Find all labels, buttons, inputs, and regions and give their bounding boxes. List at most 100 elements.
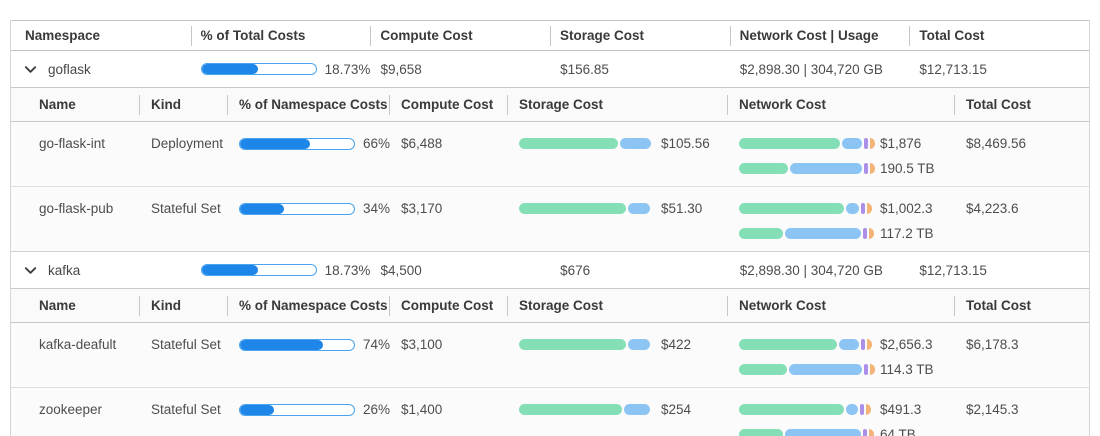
storage-cost-value: $105.56 bbox=[661, 136, 710, 151]
workload-kind: Stateful Set bbox=[151, 402, 221, 417]
workload-pct-cell: 74% bbox=[227, 336, 391, 353]
workload-name: kafka-deafult bbox=[39, 337, 117, 352]
namespace-pct-cell: 18.73% bbox=[191, 61, 371, 77]
workload-table: Name Kind % of Namespace Costs Compute C… bbox=[11, 87, 1089, 252]
pct-namespace-costs-value: 34% bbox=[363, 201, 391, 216]
workload-name: zookeeper bbox=[39, 402, 103, 417]
workload-compute-cost: $3,170 bbox=[401, 201, 443, 216]
namespace-storage-cost: $156.85 bbox=[560, 61, 609, 77]
namespace-total-cost: $12,713.15 bbox=[919, 61, 987, 77]
header-namespace: Namespace bbox=[25, 28, 101, 43]
namespace-row[interactable]: goflask 18.73% $9,658 $156.85 $2,898.30 … bbox=[11, 51, 1089, 87]
workload-storage-cell: $254 bbox=[507, 401, 727, 418]
network-cost-value: $1,876 bbox=[880, 136, 922, 151]
network-cost-value: $2,656.3 bbox=[880, 337, 933, 352]
workload-compute-cost: $6,488 bbox=[401, 136, 443, 151]
storage-cost-bar bbox=[519, 404, 653, 415]
namespace-compute-cost: $4,500 bbox=[380, 262, 422, 278]
pct-namespace-costs-value: 74% bbox=[363, 337, 391, 352]
network-usage-bar bbox=[739, 364, 876, 375]
pct-total-costs-value: 18.73% bbox=[324, 61, 371, 77]
workload-rows: go-flask-int Deployment 66% $6,488 $105.… bbox=[11, 122, 1089, 251]
header-total-cost: Total Cost bbox=[954, 88, 1091, 121]
namespace-name: kafka bbox=[48, 262, 81, 278]
network-cost-bar bbox=[739, 339, 873, 350]
workload-network-cell: $1,002.3 117.2 TB bbox=[727, 200, 954, 242]
header-pct-namespace-costs: % of Namespace Costs bbox=[227, 289, 389, 322]
network-usage-bar bbox=[739, 228, 874, 239]
namespace-storage-cost: $676 bbox=[560, 262, 591, 278]
header-total-cost: Total Cost bbox=[909, 21, 1089, 50]
workload-rows: kafka-deafult Stateful Set 74% $3,100 $4… bbox=[11, 323, 1089, 436]
pct-namespace-costs-bar bbox=[239, 403, 355, 416]
workload-kind: Stateful Set bbox=[151, 337, 221, 352]
workload-name: go-flask-int bbox=[39, 136, 106, 151]
workload-row[interactable]: kafka-deafult Stateful Set 74% $3,100 $4… bbox=[11, 323, 1089, 387]
header-storage-cost: Storage Cost bbox=[507, 289, 727, 322]
workload-network-cell: $2,656.3 114.3 TB bbox=[727, 336, 954, 378]
network-cost-value: $491.3 bbox=[880, 402, 922, 417]
workload-total-cost: $8,469.56 bbox=[966, 136, 1027, 151]
storage-cost-value: $254 bbox=[661, 402, 692, 417]
workload-network-cell: $491.3 64 TB bbox=[727, 401, 954, 436]
namespace-name-cell: goflask bbox=[11, 62, 191, 77]
workload-total-cost: $2,145.3 bbox=[966, 402, 1019, 417]
workload-total-cost: $4,223.6 bbox=[966, 201, 1019, 216]
network-cost-value: $1,002.3 bbox=[880, 201, 933, 216]
workload-network-cell: $1,876 190.5 TB bbox=[727, 135, 954, 177]
chevron-down-icon[interactable] bbox=[23, 62, 38, 77]
pct-namespace-costs-value: 66% bbox=[363, 136, 391, 151]
storage-cost-bar bbox=[519, 138, 653, 149]
header-network-cost: Network Cost bbox=[727, 289, 954, 322]
pct-total-costs-value: 18.73% bbox=[324, 262, 371, 278]
network-usage-value: 114.3 TB bbox=[880, 362, 934, 377]
workload-row[interactable]: go-flask-pub Stateful Set 34% $3,170 $51… bbox=[11, 186, 1089, 251]
header-storage-cost: Storage Cost bbox=[550, 21, 730, 50]
workload-kind: Deployment bbox=[151, 136, 224, 151]
storage-cost-bar bbox=[519, 203, 653, 214]
network-usage-bar bbox=[739, 163, 876, 174]
storage-cost-bar bbox=[519, 339, 653, 350]
network-usage-value: 117.2 TB bbox=[880, 226, 934, 241]
workload-row[interactable]: zookeeper Stateful Set 26% $1,400 $254 $… bbox=[11, 387, 1089, 436]
pct-namespace-costs-bar bbox=[239, 137, 355, 150]
workload-pct-cell: 26% bbox=[227, 401, 391, 418]
header-name: Name bbox=[39, 97, 76, 112]
header-total-cost: Total Cost bbox=[954, 289, 1091, 322]
namespace-compute-cost: $9,658 bbox=[380, 61, 422, 77]
workload-compute-cost: $1,400 bbox=[401, 402, 443, 417]
network-cost-bar bbox=[739, 138, 876, 149]
namespace-network-cost-usage: $2,898.30 | 304,720 GB bbox=[739, 61, 883, 77]
network-usage-value: 64 TB bbox=[880, 427, 916, 436]
header-pct-namespace-costs: % of Namespace Costs bbox=[227, 88, 389, 121]
workload-pct-cell: 34% bbox=[227, 200, 391, 217]
namespace-network-cost-usage: $2,898.30 | 304,720 GB bbox=[739, 262, 883, 278]
pct-namespace-costs-bar bbox=[239, 202, 355, 215]
header-compute-cost: Compute Cost bbox=[389, 88, 507, 121]
workload-compute-cost: $3,100 bbox=[401, 337, 443, 352]
header-storage-cost: Storage Cost bbox=[507, 88, 727, 121]
namespace-total-cost: $12,713.15 bbox=[919, 262, 987, 278]
network-cost-bar bbox=[739, 404, 872, 415]
workload-table-header: Name Kind % of Namespace Costs Compute C… bbox=[11, 88, 1089, 122]
header-pct-total-costs: % of Total Costs bbox=[191, 21, 371, 50]
chevron-down-icon[interactable] bbox=[23, 263, 38, 278]
workload-storage-cell: $51.30 bbox=[507, 200, 727, 217]
header-network-cost-usage: Network Cost | Usage bbox=[730, 21, 910, 50]
network-usage-bar bbox=[739, 429, 874, 436]
table-body: goflask 18.73% $9,658 $156.85 $2,898.30 … bbox=[11, 51, 1089, 436]
workload-table: Name Kind % of Namespace Costs Compute C… bbox=[11, 288, 1089, 436]
pct-namespace-costs-value: 26% bbox=[363, 402, 391, 417]
namespace-name-cell: kafka bbox=[11, 263, 191, 278]
header-compute-cost: Compute Cost bbox=[370, 21, 550, 50]
pct-total-costs-bar bbox=[200, 264, 317, 276]
header-kind: Kind bbox=[139, 88, 227, 121]
workload-storage-cell: $105.56 bbox=[507, 135, 727, 152]
namespace-name: goflask bbox=[48, 61, 91, 77]
namespace-row[interactable]: kafka 18.73% $4,500 $676 $2,898.30 | 304… bbox=[11, 252, 1089, 288]
workload-total-cost: $6,178.3 bbox=[966, 337, 1019, 352]
namespace-table-header: Namespace % of Total Costs Compute Cost … bbox=[11, 20, 1089, 51]
workload-row[interactable]: go-flask-int Deployment 66% $6,488 $105.… bbox=[11, 122, 1089, 186]
pct-namespace-costs-bar bbox=[239, 338, 355, 351]
